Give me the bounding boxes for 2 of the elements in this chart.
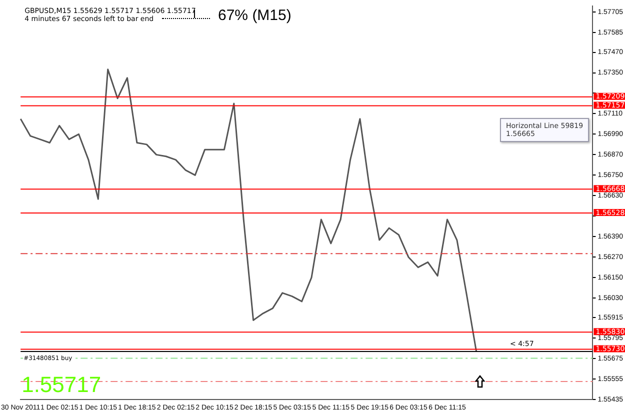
annotation: 67% (M15) — [218, 7, 292, 24]
annotation: 1.55717 — [22, 372, 102, 398]
